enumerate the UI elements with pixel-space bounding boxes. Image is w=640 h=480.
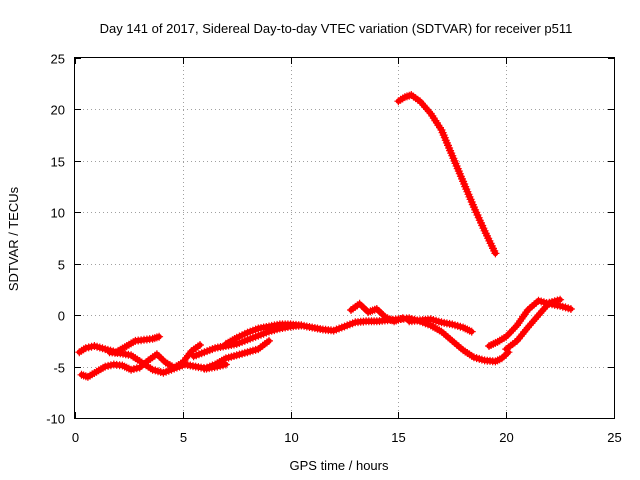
y-tick-label: 15	[51, 155, 65, 170]
series-markers	[405, 315, 476, 336]
y-tick-label: 25	[51, 52, 65, 67]
series-track-9	[405, 315, 476, 336]
x-tick-label: 0	[72, 430, 79, 445]
series-track-8	[347, 299, 407, 326]
series-markers	[394, 91, 500, 258]
series-track-6	[200, 336, 273, 373]
x-tick-label: 15	[391, 430, 405, 445]
y-tick-label: -5	[53, 361, 65, 376]
series-markers	[200, 336, 273, 373]
x-tick-label: 10	[284, 430, 298, 445]
series-markers	[502, 295, 565, 354]
y-axis-label: SDTVAR / TECUs	[6, 186, 21, 291]
x-axis-label: GPS time / hours	[290, 458, 389, 473]
y-tick-label: 0	[58, 309, 65, 324]
y-tick-label: 20	[51, 103, 65, 118]
data-series	[75, 91, 575, 381]
plot-frame	[74, 57, 615, 419]
x-tick-label: 20	[499, 430, 513, 445]
series-track-1	[394, 91, 500, 258]
series-markers	[347, 299, 407, 326]
x-tick-label: 5	[180, 430, 187, 445]
axis-ticks: 0 5 10 15 20 25 -10 -5 0 5 10 15 20 25	[46, 52, 622, 446]
y-tick-label: 10	[51, 206, 65, 221]
series-track-5	[189, 321, 306, 361]
series-track-11	[502, 295, 565, 354]
series-track-2	[75, 332, 164, 357]
y-tick-label: -10	[46, 412, 65, 427]
chart-title: Day 141 of 2017, Sidereal Day-to-day VTE…	[100, 21, 573, 36]
x-tick-label: 25	[607, 430, 621, 445]
y-tick-label: 5	[58, 258, 65, 273]
